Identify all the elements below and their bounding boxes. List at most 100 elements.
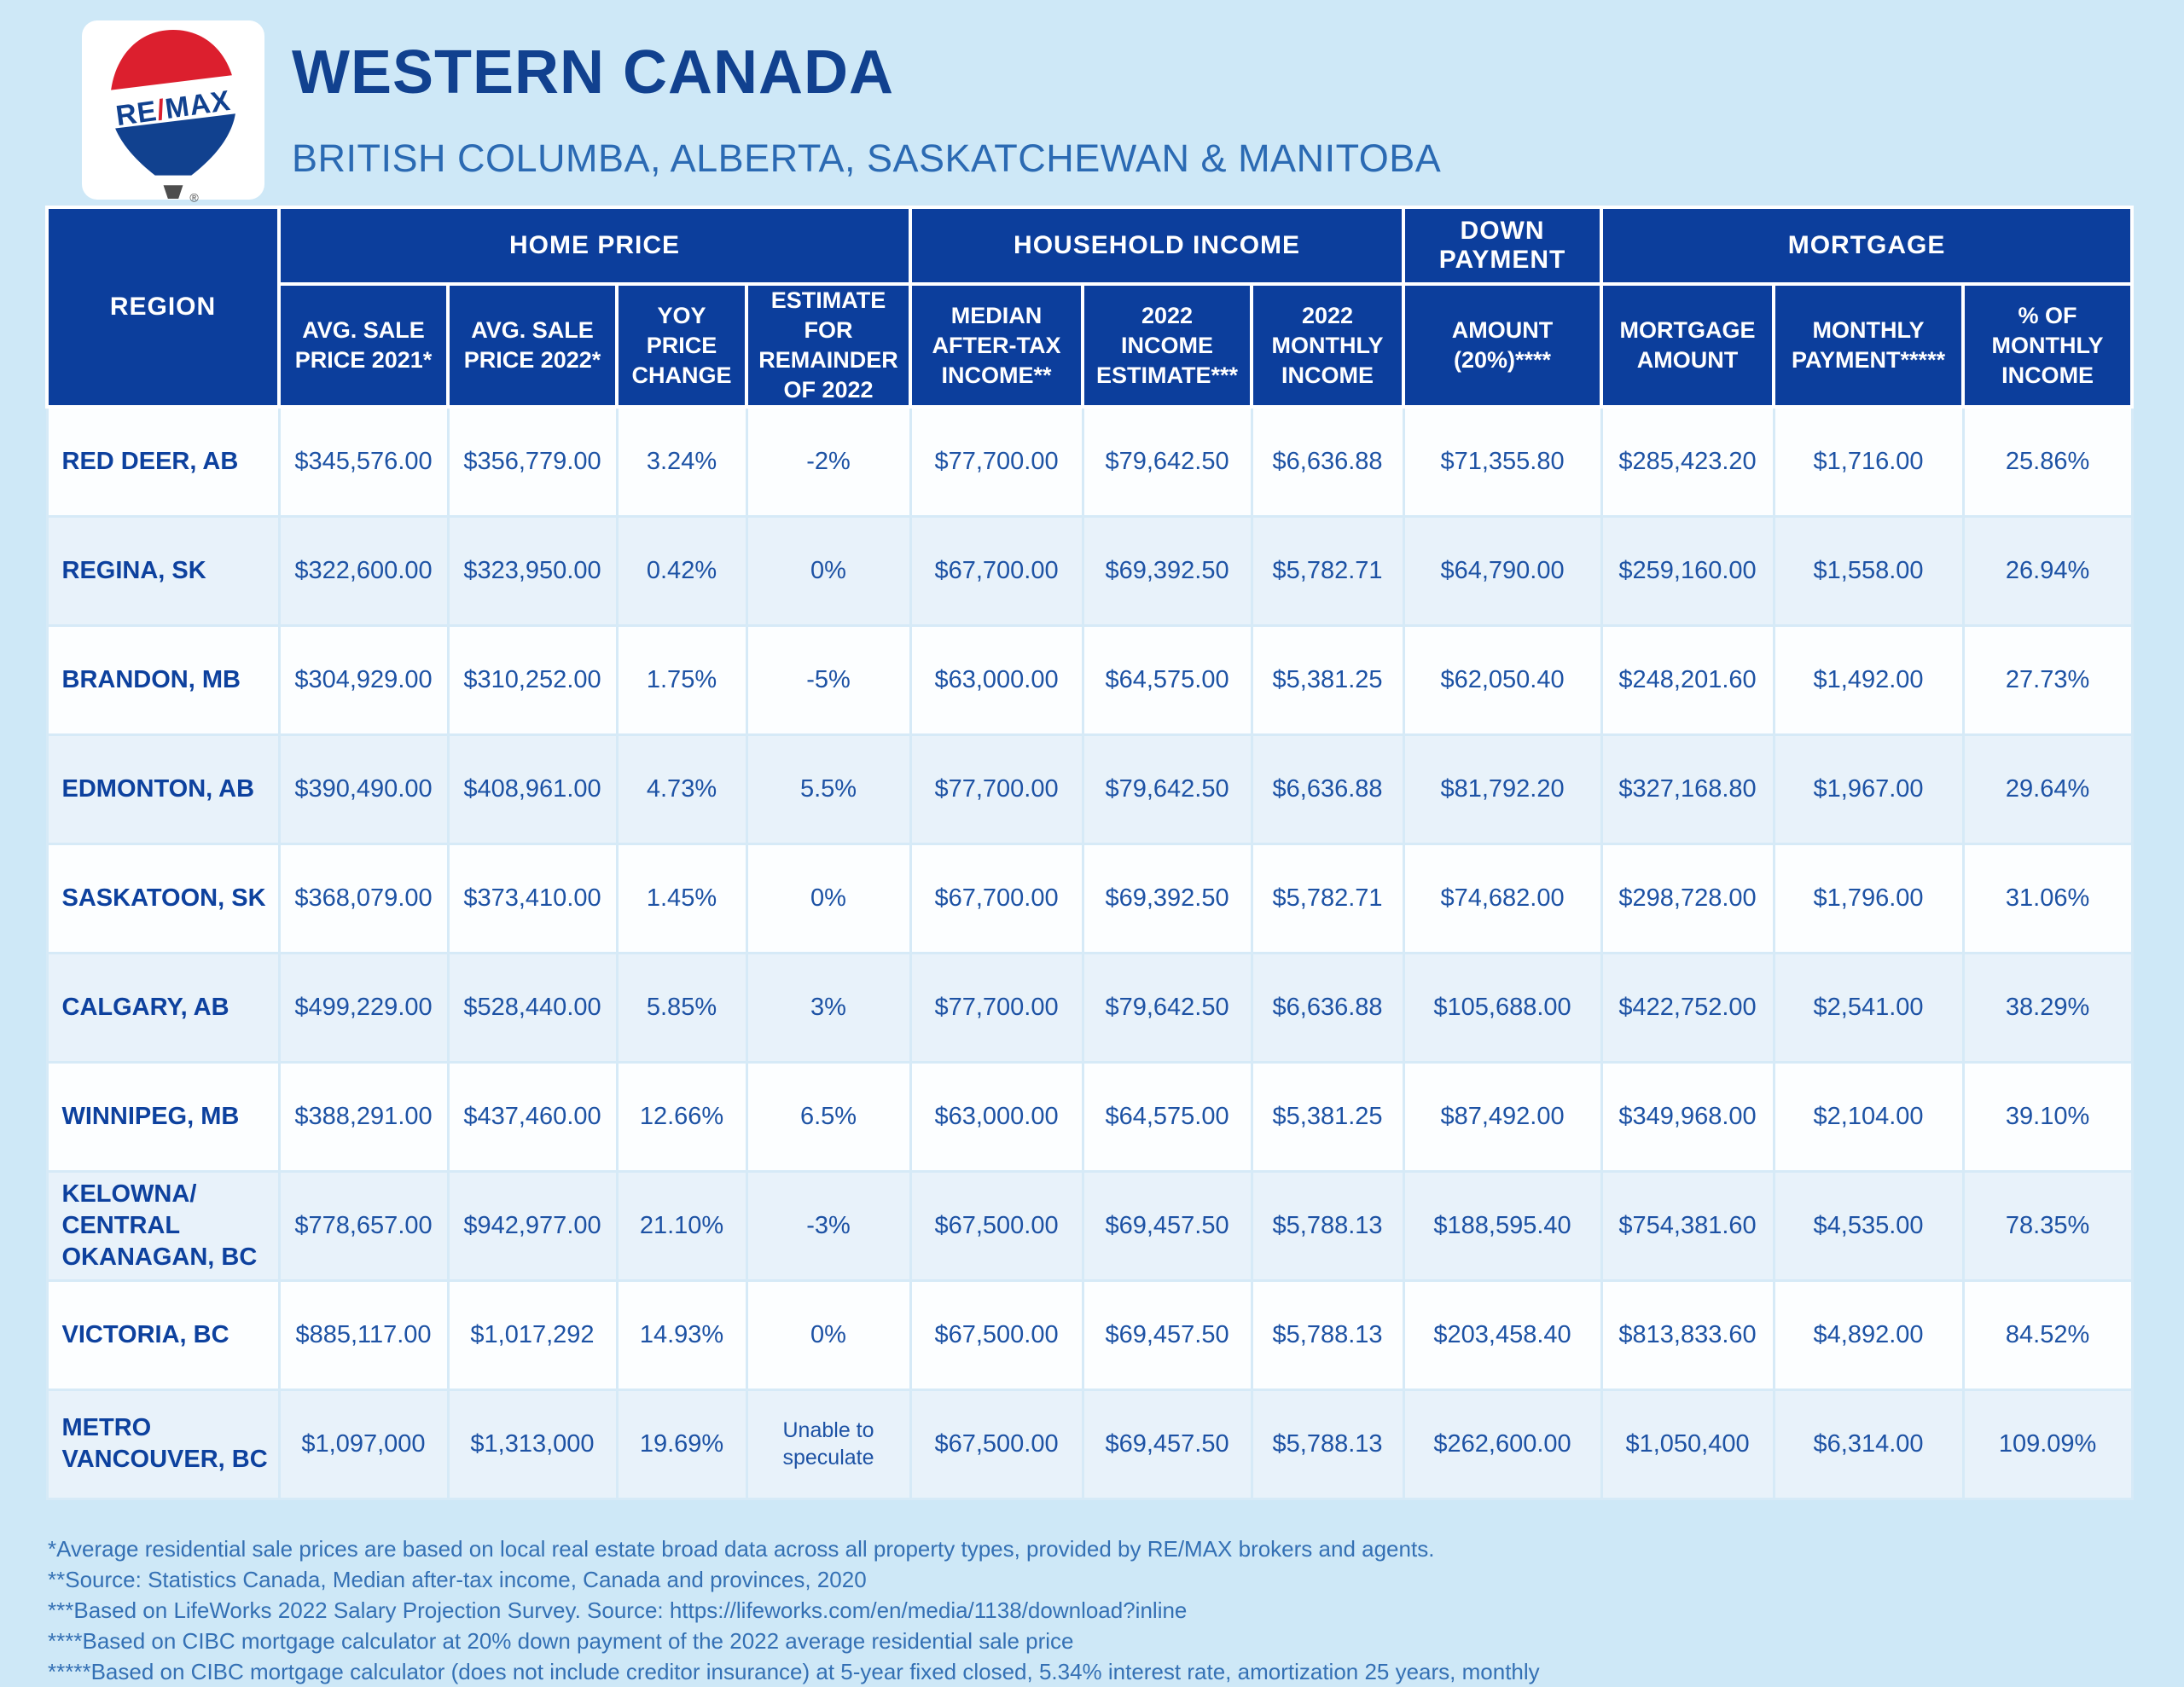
value-cell: $77,700.00 [909, 951, 1084, 1064]
value-cell: $74,682.00 [1402, 842, 1603, 954]
group-header-mortgage: MORTGAGE [1600, 206, 2135, 286]
table-row: BRANDON, MB $304,929.00 $310,252.00 1.75% -… [45, 623, 2134, 736]
value-cell: $388,291.00 [277, 1060, 450, 1173]
value-cell: $1,558.00 [1772, 514, 1965, 627]
col-header-yoy-change: YOY PRICE CHANGE [615, 281, 748, 409]
value-cell: 109.09% [1961, 1388, 2134, 1500]
value-cell: $323,950.00 [446, 514, 619, 627]
value-cell: $1,796.00 [1772, 842, 1965, 954]
value-cell: $349,968.00 [1600, 1060, 1775, 1173]
value-cell: $69,392.50 [1081, 842, 1253, 954]
footnote: ****Based on CIBC mortgage calculator at… [48, 1628, 1074, 1654]
region-cell: KELOWNA/ CENTRAL OKANAGAN, BC [45, 1169, 281, 1282]
value-cell: 5.85% [615, 951, 748, 1064]
value-cell: $67,500.00 [909, 1278, 1084, 1391]
table-row: EDMONTON, AB $390,490.00 $408,961.00 4.73%… [45, 733, 2134, 845]
value-cell: $528,440.00 [446, 951, 619, 1064]
value-cell: $942,977.00 [446, 1169, 619, 1282]
value-cell: $6,314.00 [1772, 1388, 1965, 1500]
value-cell: $64,575.00 [1081, 623, 1253, 736]
table-row: KELOWNA/ CENTRAL OKANAGAN, BC $778,657.0… [45, 1169, 2134, 1282]
value-cell: $67,700.00 [909, 514, 1084, 627]
value-cell: $4,535.00 [1772, 1169, 1965, 1282]
value-cell: $1,313,000 [446, 1388, 619, 1500]
value-cell: $69,392.50 [1081, 514, 1253, 627]
region-cell: EDMONTON, AB [45, 733, 281, 845]
region-cell: METRO VANCOUVER, BC [45, 1388, 281, 1500]
region-cell: RED DEER, AB [45, 405, 281, 518]
value-cell: $259,160.00 [1600, 514, 1775, 627]
value-cell: $62,050.40 [1402, 623, 1603, 736]
table-row: WINNIPEG, MB $388,291.00 $437,460.00 12.66… [45, 1060, 2134, 1173]
value-cell: $1,492.00 [1772, 623, 1965, 736]
value-cell: 6.5% [745, 1060, 912, 1173]
table-body: RED DEER, AB $345,576.00 $356,779.00 3.24%… [45, 405, 2134, 1500]
value-cell: $64,575.00 [1081, 1060, 1253, 1173]
value-cell: $4,892.00 [1772, 1278, 1965, 1391]
table-row: REGINA, SK $322,600.00 $323,950.00 0.42% 0%… [45, 514, 2134, 627]
affordability-table: REGION HOME PRICE HOUSEHOLD INCOME DOWN … [45, 205, 2135, 1500]
value-cell: $67,500.00 [909, 1169, 1084, 1282]
table-row: RED DEER, AB $345,576.00 $356,779.00 3.24%… [45, 405, 2134, 518]
value-cell: 3.24% [615, 405, 748, 518]
group-header-home-price: HOME PRICE [276, 206, 913, 286]
value-cell: 21.10% [615, 1169, 748, 1282]
svg-text:®: ® [189, 191, 199, 205]
col-header-monthly-payment: MONTHLY PAYMENT***** [1772, 281, 1966, 409]
value-cell: $248,201.60 [1600, 623, 1775, 736]
value-cell: 39.10% [1961, 1060, 2134, 1173]
remax-balloon-icon: RE/MAX ® [110, 30, 236, 205]
value-cell: 0.42% [615, 514, 748, 627]
table-row: SASKATOON, SK $368,079.00 $373,410.00 1.45… [45, 842, 2134, 954]
col-header-avg-sale-2022: AVG. SALE PRICE 2022* [446, 281, 619, 409]
footnote: *Average residential sale prices are bas… [48, 1536, 1435, 1562]
value-cell: $5,381.25 [1250, 1060, 1405, 1173]
value-cell: $6,636.88 [1250, 405, 1405, 518]
value-cell: -5% [745, 623, 912, 736]
footnote: *****Based on CIBC mortgage calculator (… [48, 1659, 1540, 1684]
value-cell: 0% [745, 842, 912, 954]
value-cell: $304,929.00 [277, 623, 450, 736]
value-cell: 3% [745, 951, 912, 1064]
footnote: **Source: Statistics Canada, Median afte… [48, 1567, 867, 1592]
value-cell: 19.69% [615, 1388, 748, 1500]
value-cell: $1,050,400 [1600, 1388, 1775, 1500]
value-cell: 29.64% [1961, 733, 2134, 845]
value-cell: $79,642.50 [1081, 405, 1253, 518]
value-cell: $79,642.50 [1081, 951, 1253, 1064]
value-cell: 0% [745, 514, 912, 627]
value-cell: 0% [745, 1278, 912, 1391]
col-header-monthly-income: 2022 MONTHLY INCOME [1250, 281, 1406, 409]
value-cell: $813,833.60 [1600, 1278, 1775, 1391]
value-cell: 4.73% [615, 733, 748, 845]
value-cell: $285,423.20 [1600, 405, 1775, 518]
value-cell: $77,700.00 [909, 733, 1084, 845]
value-cell: 31.06% [1961, 842, 2134, 954]
value-cell: $79,642.50 [1081, 733, 1253, 845]
value-cell: -3% [745, 1169, 912, 1282]
value-cell: 1.45% [615, 842, 748, 954]
value-cell: $1,017,292 [446, 1278, 619, 1391]
value-cell: $885,117.00 [277, 1278, 450, 1391]
value-cell: $422,752.00 [1600, 951, 1775, 1064]
footnote: ***Based on LifeWorks 2022 Salary Projec… [48, 1597, 1188, 1623]
value-cell: $5,788.13 [1250, 1169, 1405, 1282]
col-header-pct-monthly-income: % OF MONTHLY INCOME [1961, 281, 2135, 409]
value-cell: $5,782.71 [1250, 842, 1405, 954]
value-cell: $390,490.00 [277, 733, 450, 845]
value-cell: -2% [745, 405, 912, 518]
group-header-household-income: HOUSEHOLD INCOME [909, 206, 1406, 286]
value-cell: $71,355.80 [1402, 405, 1603, 518]
value-cell: $327,168.80 [1600, 733, 1775, 845]
region-cell: REGINA, SK [45, 514, 281, 627]
value-cell: $5,788.13 [1250, 1388, 1405, 1500]
value-cell: $408,961.00 [446, 733, 619, 845]
value-cell: $298,728.00 [1600, 842, 1775, 954]
value-cell: 26.94% [1961, 514, 2134, 627]
value-cell: $368,079.00 [277, 842, 450, 954]
value-cell: $69,457.50 [1081, 1388, 1253, 1500]
value-cell: 1.75% [615, 623, 748, 736]
col-header-estimate-2022: ESTIMATE FOR REMAINDER OF 2022 [744, 281, 913, 409]
page-subtitle: BRITISH COLUMBA, ALBERTA, SASKATCHEWAN &… [292, 136, 1442, 180]
value-cell: $64,790.00 [1402, 514, 1603, 627]
